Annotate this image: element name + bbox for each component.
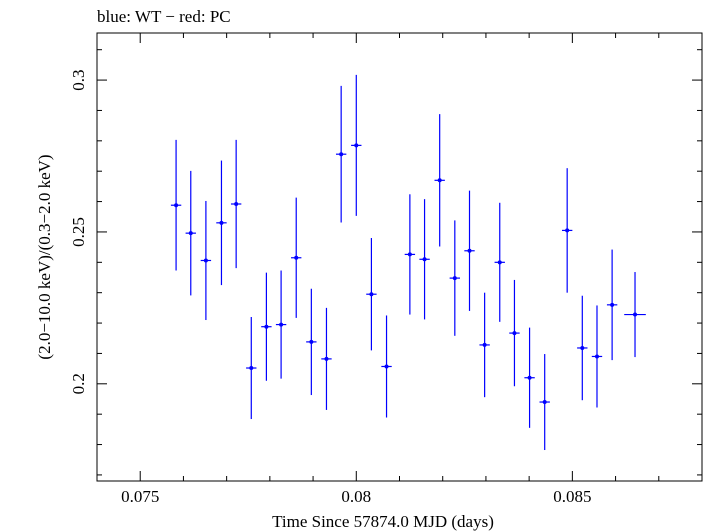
point-marker xyxy=(467,248,472,253)
data-point xyxy=(494,202,505,322)
data-point xyxy=(509,279,520,387)
y-tick-label: 0.25 xyxy=(69,217,88,247)
point-marker xyxy=(497,260,502,265)
point-marker xyxy=(188,231,193,236)
data-point xyxy=(381,315,392,418)
data-point xyxy=(306,288,317,396)
point-marker xyxy=(422,257,427,262)
data-point xyxy=(216,160,227,286)
data-point xyxy=(404,194,416,315)
point-marker xyxy=(309,339,314,344)
x-axis-ticks: 0.075 0.08 0.085 xyxy=(96,33,703,506)
data-point xyxy=(577,295,588,401)
point-marker xyxy=(219,220,224,225)
point-marker xyxy=(294,255,299,260)
data-point xyxy=(351,74,362,216)
point-marker xyxy=(594,354,599,359)
data-point xyxy=(275,270,287,379)
point-marker xyxy=(369,292,374,297)
data-point xyxy=(246,316,257,420)
data-point xyxy=(449,220,460,336)
x-tick-label: 0.085 xyxy=(553,487,591,506)
point-marker xyxy=(452,276,457,281)
point-marker xyxy=(249,366,254,371)
data-point xyxy=(170,139,182,271)
point-marker xyxy=(264,324,269,329)
data-point xyxy=(591,305,603,408)
y-tick-label: 0.3 xyxy=(69,69,88,90)
point-marker xyxy=(407,252,412,257)
y-axis-ticks: 0.2 0.25 0.3 xyxy=(69,49,702,476)
data-point xyxy=(261,272,272,381)
data-point xyxy=(539,354,550,451)
data-series-wt xyxy=(170,74,646,451)
data-point xyxy=(291,197,302,318)
data-point xyxy=(434,114,445,247)
point-marker xyxy=(339,152,344,157)
y-axis-label: (2.0−10.0 keV)/(0.3−2.0 keV) xyxy=(35,154,54,359)
y-tick-label: 0.2 xyxy=(69,373,88,394)
data-point xyxy=(524,327,535,428)
point-marker xyxy=(482,342,487,347)
data-point xyxy=(464,190,475,311)
point-marker xyxy=(384,364,389,369)
data-point xyxy=(200,200,212,321)
data-point xyxy=(335,85,347,223)
data-point xyxy=(479,292,490,398)
point-marker xyxy=(633,312,638,317)
point-marker xyxy=(610,302,615,307)
point-marker xyxy=(203,258,208,263)
data-point xyxy=(624,272,646,358)
point-marker xyxy=(565,228,570,233)
x-axis-label: Time Since 57874.0 MJD (days) xyxy=(272,512,494,531)
point-marker xyxy=(437,178,442,183)
point-marker xyxy=(542,400,547,405)
data-point xyxy=(366,238,377,351)
chart-title: blue: WT − red: PC xyxy=(97,7,231,26)
x-tick-label: 0.08 xyxy=(341,487,371,506)
point-marker xyxy=(234,201,239,206)
data-point xyxy=(561,168,573,293)
data-point xyxy=(185,170,196,296)
point-marker xyxy=(527,375,532,380)
point-marker xyxy=(512,331,517,336)
point-marker xyxy=(354,143,359,148)
data-point xyxy=(606,249,618,361)
point-marker xyxy=(324,356,329,361)
data-point xyxy=(419,199,430,320)
point-marker xyxy=(279,322,284,327)
x-tick-label: 0.075 xyxy=(121,487,159,506)
data-point xyxy=(321,307,332,410)
data-point xyxy=(230,139,242,269)
point-marker xyxy=(174,203,179,208)
point-marker xyxy=(580,345,585,350)
